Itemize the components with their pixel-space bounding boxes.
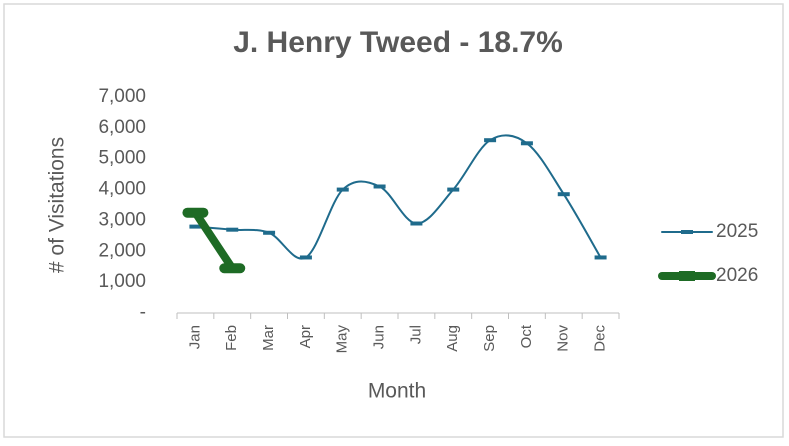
x-tick-label: Mar (260, 325, 277, 351)
x-axis-label: Month (368, 380, 426, 403)
y-tick-label: 4,000 (98, 179, 146, 200)
y-tick-label: 6,000 (98, 117, 146, 138)
chart-frame (3, 3, 784, 438)
y-axis-label: # of Visitations (46, 137, 69, 273)
y-tick-label: 5,000 (98, 148, 146, 169)
legend-label: 2026 (716, 265, 758, 286)
x-tick-label: Jun (371, 325, 388, 349)
y-tick-label: 7,000 (98, 86, 146, 107)
x-tick-label: May (334, 325, 351, 354)
x-tick-label: Sep (481, 325, 498, 352)
x-tick-label: Jan (186, 325, 203, 349)
legend-label: 2025 (716, 221, 758, 242)
chart-title: J. Henry Tweed - 18.7% (233, 26, 563, 59)
x-tick-label: Nov (555, 325, 572, 352)
x-tick-label: Jul (407, 325, 424, 344)
y-tick-label: 3,000 (98, 209, 146, 230)
x-tick-label: Aug (444, 325, 461, 352)
y-tick-label: 1,000 (98, 271, 146, 292)
x-tick-label: Dec (592, 325, 609, 352)
x-tick-label: Apr (297, 325, 314, 348)
y-tick-label: - (140, 302, 146, 323)
series-line (191, 208, 237, 273)
x-tick-label: Feb (223, 325, 240, 351)
x-tick-label: Oct (518, 324, 535, 348)
y-tick-label: 2,000 (98, 240, 146, 261)
